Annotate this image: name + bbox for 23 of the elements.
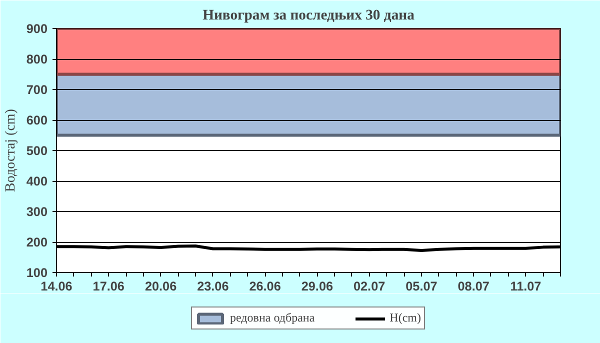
x-tick-label: 08.07 bbox=[458, 280, 490, 294]
x-tick-label: 14.06 bbox=[40, 280, 72, 294]
y-tick-label: 500 bbox=[26, 144, 48, 158]
x-tick-label: 17.06 bbox=[92, 280, 124, 294]
x-tick-label: 11.07 bbox=[510, 280, 542, 294]
chart-title: Нивограм за последњих 30 дана bbox=[202, 8, 416, 24]
x-tick-label: 29.06 bbox=[301, 280, 334, 294]
y-tick-label: 200 bbox=[26, 236, 48, 250]
x-tick-label: 20.06 bbox=[144, 280, 177, 294]
y-tick-label: 800 bbox=[26, 52, 48, 66]
y-tick-label: 300 bbox=[26, 205, 48, 219]
legend-label: редовна одбрана bbox=[230, 310, 315, 326]
y-axis-title: Водостај (cm) bbox=[3, 108, 18, 192]
x-tick-label: 02.07 bbox=[353, 280, 386, 294]
x-tick-label: 05.07 bbox=[406, 280, 438, 294]
legend-label: H(cm) bbox=[390, 310, 421, 326]
x-tick-label: 23.06 bbox=[197, 280, 229, 294]
y-tick-label: 900 bbox=[26, 22, 48, 36]
y-tick-label: 100 bbox=[26, 266, 48, 280]
y-tick-label: 400 bbox=[26, 174, 48, 188]
y-tick-label: 600 bbox=[26, 114, 48, 128]
y-tick-label: 700 bbox=[26, 83, 48, 97]
x-tick-label: 26.06 bbox=[249, 280, 281, 294]
